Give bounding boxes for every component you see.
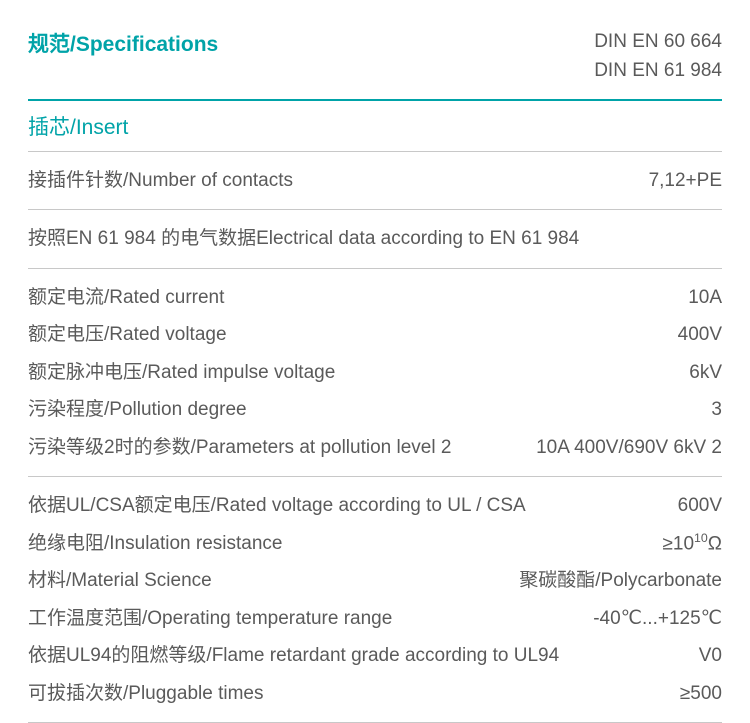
spec-row-pluggable: 可拔插次数/Pluggable times ≥500 xyxy=(28,675,722,712)
spec-label: 接插件针数/Number of contacts xyxy=(28,166,637,195)
spec-row-pl2-params: 污染等级2时的参数/Parameters at pollution level … xyxy=(28,429,722,466)
spec-value: 400V xyxy=(666,320,722,349)
spec-row-rated-voltage: 额定电压/Rated voltage 400V xyxy=(28,316,722,353)
spec-value: ≥500 xyxy=(668,679,722,708)
spec-label: 材料/Material Science xyxy=(28,566,507,595)
spec-row-pollution-degree: 污染程度/Pollution degree 3 xyxy=(28,391,722,428)
en61984-note: 按照EN 61 984 的电气数据Electrical data accordi… xyxy=(28,220,722,257)
spec-label: 可拔插次数/Pluggable times xyxy=(28,679,668,708)
spec-label: 额定脉冲电压/Rated impulse voltage xyxy=(28,358,677,387)
spec-label: 额定电流/Rated current xyxy=(28,283,676,312)
spec-row-rated-current: 额定电流/Rated current 10A xyxy=(28,279,722,316)
spec-label: 额定电压/Rated voltage xyxy=(28,320,666,349)
spec-value: ≥1010Ω xyxy=(650,529,722,559)
specifications-title: 规范/Specifications xyxy=(28,28,218,58)
spec-value: 6kV xyxy=(677,358,722,387)
insulation-unit: Ω xyxy=(708,533,722,554)
spec-row-ul-csa-voltage: 依据UL/CSA额定电压/Rated voltage according to … xyxy=(28,487,722,524)
insulation-exponent: 10 xyxy=(694,531,708,545)
spec-label: 绝缘电阻/Insulation resistance xyxy=(28,529,650,558)
standards-block: DIN EN 60 664 DIN EN 61 984 xyxy=(594,28,722,85)
insert-section-title: 插芯/Insert xyxy=(28,111,722,141)
insulation-prefix: ≥10 xyxy=(662,533,694,554)
spec-row-contacts: 接插件针数/Number of contacts 7,12+PE xyxy=(28,162,722,199)
header-row: 规范/Specifications DIN EN 60 664 DIN EN 6… xyxy=(28,28,722,85)
spec-row-temp-range: 工作温度范围/Operating temperature range -40℃.… xyxy=(28,600,722,637)
divider-accent xyxy=(28,99,722,101)
spec-label: 污染程度/Pollution degree xyxy=(28,395,699,424)
spec-row-flame-retardant: 依据UL94的阻燃等级/Flame retardant grade accord… xyxy=(28,637,722,674)
specifications-panel: 规范/Specifications DIN EN 60 664 DIN EN 6… xyxy=(0,0,750,723)
divider xyxy=(28,209,722,210)
standard-line: DIN EN 60 664 xyxy=(594,28,722,57)
spec-row-material: 材料/Material Science 聚碳酸酯/Polycarbonate xyxy=(28,562,722,599)
spec-value: -40℃...+125℃ xyxy=(581,604,722,633)
spec-label: 污染等级2时的参数/Parameters at pollution level … xyxy=(28,433,524,462)
spec-value: 7,12+PE xyxy=(637,166,722,195)
spec-row-rated-impulse: 额定脉冲电压/Rated impulse voltage 6kV xyxy=(28,354,722,391)
standard-line: DIN EN 61 984 xyxy=(594,57,722,86)
spec-value: 聚碳酸酯/Polycarbonate xyxy=(507,566,722,595)
divider xyxy=(28,268,722,269)
spec-value: 3 xyxy=(699,395,722,424)
divider xyxy=(28,476,722,477)
divider xyxy=(28,151,722,152)
spec-row-insulation: 绝缘电阻/Insulation resistance ≥1010Ω xyxy=(28,525,722,563)
spec-value: 600V xyxy=(666,491,722,520)
spec-value: 10A xyxy=(676,283,722,312)
spec-label: 依据UL94的阻燃等级/Flame retardant grade accord… xyxy=(28,641,687,670)
spec-value: 10A 400V/690V 6kV 2 xyxy=(524,433,722,462)
spec-label: 工作温度范围/Operating temperature range xyxy=(28,604,581,633)
spec-value: V0 xyxy=(687,641,722,670)
spec-label: 依据UL/CSA额定电压/Rated voltage according to … xyxy=(28,491,666,520)
